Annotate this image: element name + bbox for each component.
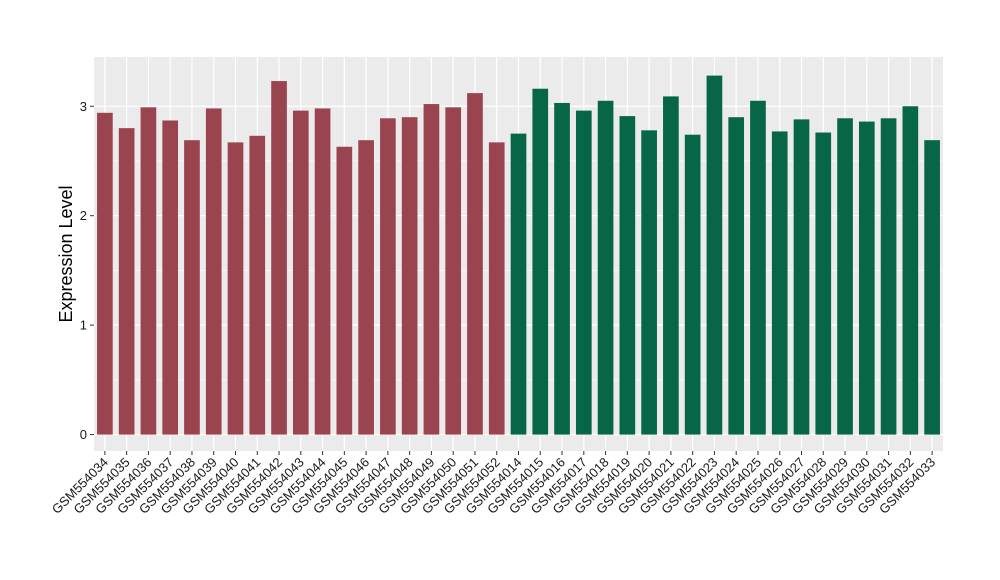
bars [97,75,940,435]
y-tick-label: 1 [80,318,87,333]
bar-GSM554034 [97,112,113,435]
bar-GSM554022 [684,134,701,435]
bar-GSM554038 [184,140,200,435]
bar-GSM554015 [532,88,549,435]
bar-GSM554047 [380,118,396,435]
bar-GSM554024 [728,117,745,435]
bar-GSM554030 [858,121,875,435]
y-tick-label: 0 [80,427,87,442]
bar-GSM554040 [227,142,244,435]
bar-GSM554033 [924,140,940,435]
bar-GSM554035 [118,128,135,435]
bar-GSM554045 [336,146,353,435]
bar-GSM554017 [575,110,592,435]
bar-GSM554046 [358,140,374,435]
bar-GSM554042 [271,81,287,435]
bar-GSM554039 [205,108,222,435]
bar-GSM554028 [815,132,832,435]
y-tick-label: 3 [80,99,87,114]
bar-GSM554036 [140,107,157,435]
bar-GSM554031 [880,118,897,435]
bar-GSM554025 [750,100,766,435]
bar-GSM554023 [706,75,723,435]
bar-GSM554043 [292,110,309,435]
bar-GSM554019 [619,116,636,435]
y-axis: 0 1 2 3 [80,99,94,442]
bar-GSM554052 [488,142,505,435]
bar-GSM554026 [771,131,788,435]
bar-GSM554020 [641,130,657,435]
bar-GSM554027 [793,119,810,435]
bar-GSM554037 [162,120,179,435]
y-tick-label: 2 [80,208,87,223]
bar-GSM554029 [837,118,853,435]
bar-GSM554050 [445,107,462,435]
bar-GSM554016 [554,102,570,435]
bar-GSM554018 [597,100,614,435]
bar-GSM554014 [510,133,527,435]
bar-GSM554049 [423,104,440,435]
bar-GSM554021 [663,96,679,435]
y-axis-title: Expression Level [56,185,76,322]
bar-GSM554051 [467,93,483,435]
bar-GSM554041 [249,135,266,435]
x-axis: GSM554034GSM554035GSM554036GSM554037GSM5… [49,451,938,517]
bar-GSM554032 [902,106,919,435]
bar-GSM554048 [401,117,418,435]
bar-GSM554044 [314,108,331,435]
